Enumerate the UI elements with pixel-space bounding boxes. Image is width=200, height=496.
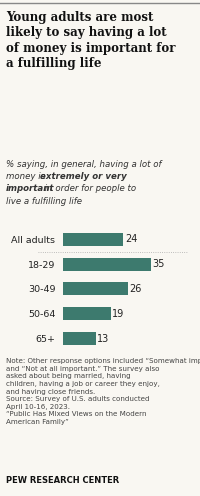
Text: 24: 24	[125, 234, 137, 245]
Text: PEW RESEARCH CENTER: PEW RESEARCH CENTER	[6, 476, 119, 485]
Bar	[63, 258, 151, 271]
Text: live a fulfilling life: live a fulfilling life	[6, 196, 82, 205]
Text: % saying, in general, having a lot of: % saying, in general, having a lot of	[6, 160, 162, 169]
Text: important: important	[6, 185, 54, 193]
Text: 26: 26	[130, 284, 142, 294]
Text: extremely or very: extremely or very	[40, 172, 127, 181]
Bar	[63, 283, 128, 295]
Text: Young adults are most
likely to say having a lot
of money is important for
a ful: Young adults are most likely to say havi…	[6, 11, 176, 70]
Text: Note: Other response options included “Somewhat important,” “Not too important”
: Note: Other response options included “S…	[6, 358, 200, 425]
Text: money is: money is	[6, 172, 48, 181]
Text: in order for people to: in order for people to	[42, 185, 136, 193]
Text: 13: 13	[97, 333, 110, 344]
Bar	[63, 332, 96, 345]
Bar	[63, 233, 123, 246]
Text: 35: 35	[152, 259, 165, 269]
Bar	[63, 308, 110, 320]
Text: 19: 19	[112, 309, 124, 319]
